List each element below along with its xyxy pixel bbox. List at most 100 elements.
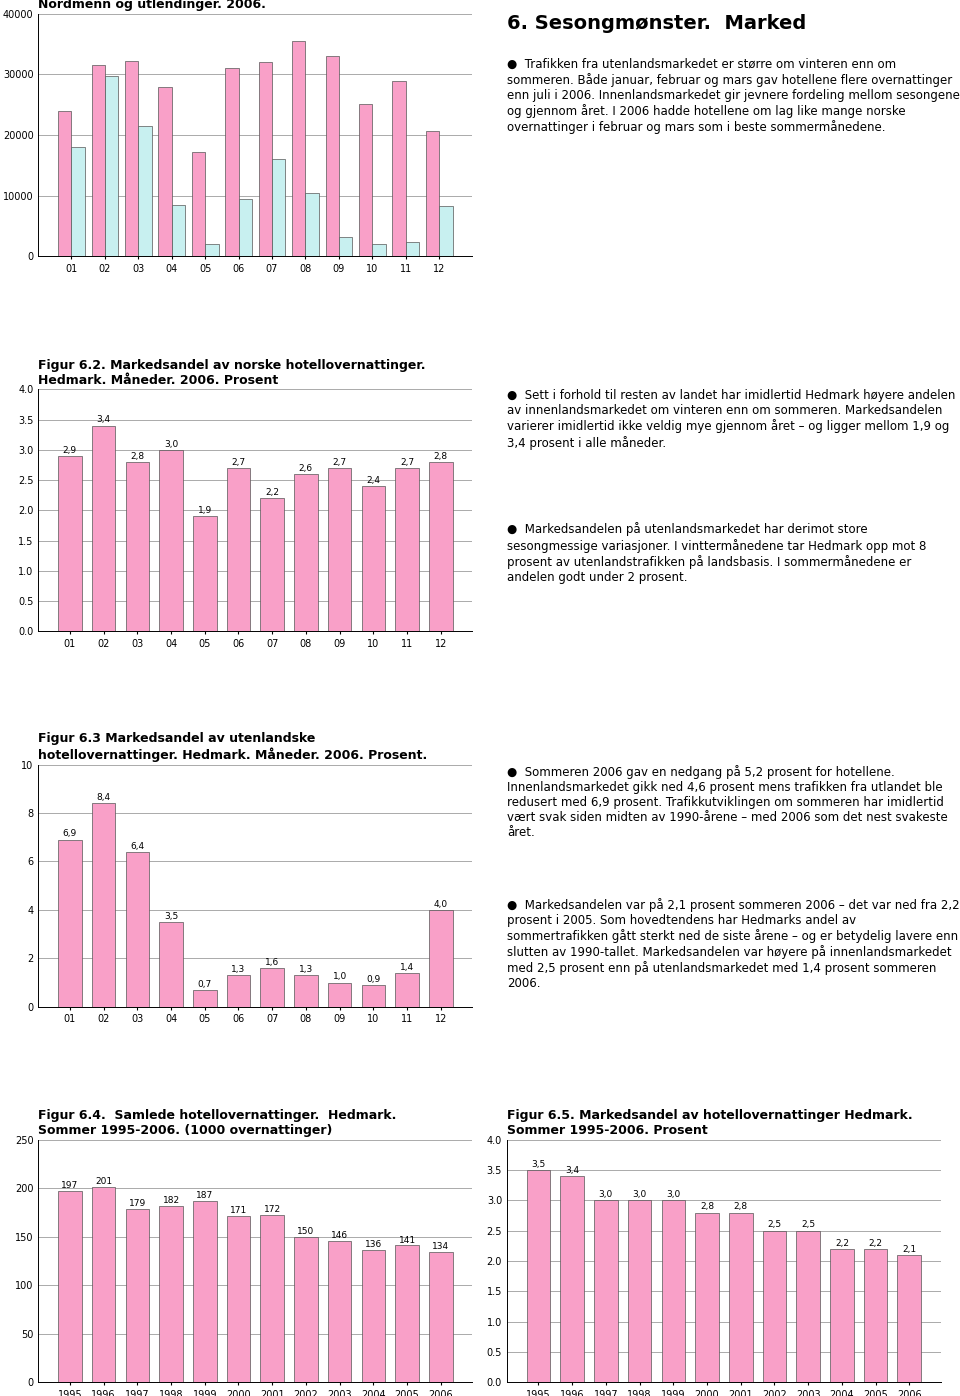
Bar	[59, 839, 82, 1007]
Text: 1,3: 1,3	[231, 965, 246, 974]
Text: 2,8: 2,8	[700, 1202, 714, 1212]
Bar	[92, 1188, 115, 1382]
Text: 187: 187	[196, 1191, 213, 1201]
Bar	[158, 87, 172, 255]
Bar	[898, 1255, 921, 1382]
Bar	[695, 1213, 719, 1382]
Bar	[339, 237, 352, 255]
Bar	[292, 42, 305, 255]
Bar	[396, 973, 419, 1007]
Bar	[193, 1201, 217, 1382]
Bar	[294, 475, 318, 631]
Bar	[59, 1191, 82, 1382]
Bar	[258, 63, 272, 255]
Text: 2,8: 2,8	[434, 452, 447, 461]
Text: Figur 6.2. Markedsandel av norske hotellovernattinger.
Hedmark. Måneder. 2006. P: Figur 6.2. Markedsandel av norske hotell…	[38, 359, 426, 387]
Bar	[92, 803, 115, 1007]
Text: 2,5: 2,5	[767, 1220, 781, 1230]
Bar	[71, 147, 84, 255]
Text: 3,0: 3,0	[666, 1191, 681, 1199]
Text: 3,5: 3,5	[164, 912, 179, 921]
Text: 3,5: 3,5	[531, 1160, 545, 1168]
Bar	[260, 498, 284, 631]
Bar	[372, 244, 386, 255]
Text: 3,0: 3,0	[633, 1191, 647, 1199]
Bar	[830, 1249, 853, 1382]
Bar	[193, 990, 217, 1007]
Text: Figur 6.3 Markedsandel av utenlandske
hotellovernattinger. Hedmark. Måneder. 200: Figur 6.3 Markedsandel av utenlandske ho…	[38, 732, 427, 762]
Text: 2,2: 2,2	[869, 1238, 882, 1248]
Text: 179: 179	[129, 1199, 146, 1208]
Bar	[864, 1249, 887, 1382]
Text: 2,2: 2,2	[265, 489, 279, 497]
Bar	[406, 242, 420, 255]
Text: 6. Sesongmønster.  Marked: 6. Sesongmønster. Marked	[507, 14, 806, 34]
Text: ●  Markedsandelen var på 2,1 prosent sommeren 2006 – det var ned fra 2,2 prosent: ● Markedsandelen var på 2,1 prosent somm…	[507, 898, 960, 990]
Bar	[125, 61, 138, 255]
Text: ●  Sommeren 2006 gav en nedgang på 5,2 prosent for hotellene. Innenlandsmarkedet: ● Sommeren 2006 gav en nedgang på 5,2 pr…	[507, 765, 948, 839]
Bar	[59, 110, 71, 255]
Text: 3,4: 3,4	[565, 1166, 579, 1175]
Bar	[105, 77, 118, 255]
Bar	[91, 66, 105, 255]
Text: 1,6: 1,6	[265, 958, 279, 967]
Bar	[294, 976, 318, 1007]
Text: 6,9: 6,9	[62, 829, 77, 839]
Bar	[325, 56, 339, 255]
Text: 201: 201	[95, 1177, 112, 1187]
Bar	[126, 1209, 149, 1382]
Text: ●  Trafikken fra utenlandsmarkedet er større om vinteren enn om sommeren. Både j: ● Trafikken fra utenlandsmarkedet er stø…	[507, 57, 960, 134]
Text: 136: 136	[365, 1241, 382, 1249]
Text: 2,1: 2,1	[902, 1245, 917, 1254]
Text: Figur 6.5. Markedsandel av hotellovernattinger Hedmark.
Sommer 1995-2006. Prosen: Figur 6.5. Markedsandel av hotellovernat…	[507, 1110, 913, 1138]
Text: 134: 134	[432, 1242, 449, 1251]
Text: 6,4: 6,4	[131, 842, 144, 850]
Bar	[359, 103, 372, 255]
Text: Figur 6.1. Hotellovernattinger etter måned.  Hedmark.
Nordmenn og utlendinger. 2: Figur 6.1. Hotellovernattinger etter mån…	[38, 0, 422, 11]
Text: 1,4: 1,4	[400, 963, 414, 972]
Bar	[126, 462, 149, 631]
Bar	[628, 1201, 652, 1382]
Text: 2,4: 2,4	[367, 476, 380, 484]
Bar	[92, 426, 115, 631]
Text: 2,7: 2,7	[400, 458, 414, 466]
Bar	[327, 983, 351, 1007]
Text: 171: 171	[229, 1206, 247, 1216]
Bar	[729, 1213, 753, 1382]
Bar	[797, 1231, 820, 1382]
Bar	[227, 1216, 251, 1382]
Text: 2,8: 2,8	[733, 1202, 748, 1212]
Bar	[396, 1245, 419, 1382]
Text: 1,0: 1,0	[332, 972, 347, 981]
Text: 2,5: 2,5	[801, 1220, 815, 1230]
Text: 4,0: 4,0	[434, 899, 447, 909]
Bar	[429, 1252, 452, 1382]
Bar	[396, 468, 419, 631]
Text: 1,3: 1,3	[299, 965, 313, 974]
Bar	[227, 976, 251, 1007]
Text: ●  Markedsandelen på utenlandsmarkedet har derimot store sesongmessige variasjon: ● Markedsandelen på utenlandsmarkedet ha…	[507, 522, 926, 584]
Bar	[172, 205, 185, 255]
Bar	[327, 1241, 351, 1382]
Bar	[362, 1251, 385, 1382]
Bar	[561, 1177, 584, 1382]
Text: 146: 146	[331, 1231, 348, 1240]
Bar	[393, 81, 406, 255]
Text: Figur 6.4.  Samlede hotellovernattinger.  Hedmark.
Sommer 1995-2006. (1000 overn: Figur 6.4. Samlede hotellovernattinger. …	[38, 1110, 396, 1138]
Text: 2,7: 2,7	[231, 458, 246, 466]
Text: 8,4: 8,4	[97, 793, 110, 803]
Text: 197: 197	[61, 1181, 79, 1191]
Bar	[159, 921, 182, 1007]
Text: 182: 182	[162, 1196, 180, 1205]
Bar	[439, 207, 452, 255]
Text: 2,8: 2,8	[131, 452, 144, 461]
Bar	[59, 456, 82, 631]
Text: ●  Sett i forhold til resten av landet har imidlertid Hedmark høyere andelen av : ● Sett i forhold til resten av landet ha…	[507, 389, 955, 450]
Bar	[661, 1201, 685, 1382]
Text: 0,7: 0,7	[198, 980, 212, 988]
Bar	[594, 1201, 617, 1382]
Text: 3,0: 3,0	[599, 1191, 613, 1199]
Bar	[192, 152, 205, 255]
Bar	[426, 131, 439, 255]
Text: 3,0: 3,0	[164, 440, 179, 448]
